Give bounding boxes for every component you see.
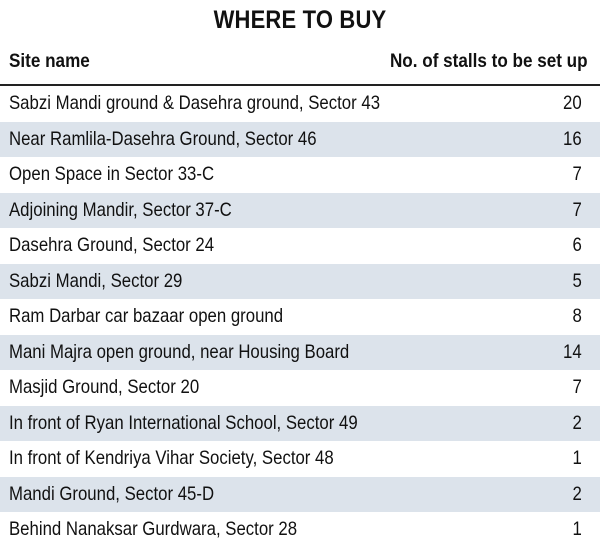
table-row: Near Ramlila-Dasehra Ground, Sector 46 1… [0,121,600,157]
table-row: In front of Ryan International School, S… [0,405,600,441]
table-row: Behind Nanaksar Gurdwara, Sector 28 1 [0,512,600,548]
table-row: Dasehra Ground, Sector 24 6 [0,228,600,264]
site-name-cell: Sabzi Mandi ground & Dasehra ground, Sec… [9,92,381,115]
stall-count-cell: 2 [572,482,582,505]
site-name-cell: Mandi Ground, Sector 45-D [9,482,215,505]
stall-count-cell: 20 [563,92,582,115]
table-row: Adjoining Mandir, Sector 37-C 7 [0,192,600,228]
stall-count-cell: 14 [563,340,582,363]
site-name-cell: Adjoining Mandir, Sector 37-C [9,198,232,221]
stall-count-cell: 2 [572,411,582,434]
stall-count-cell: 7 [572,198,582,221]
table-row: Sabzi Mandi, Sector 29 5 [0,263,600,299]
table-header-row: Site name No. of stalls to be set up [0,40,600,86]
table-row: Masjid Ground, Sector 20 7 [0,370,600,406]
stall-count-cell: 8 [572,305,582,328]
table-body: Sabzi Mandi ground & Dasehra ground, Sec… [0,86,600,548]
stall-count-cell: 7 [572,376,582,399]
site-name-cell: In front of Ryan International School, S… [9,411,358,434]
table-row: Mani Majra open ground, near Housing Boa… [0,334,600,370]
column-header-site-name: Site name [9,51,90,72]
site-name-cell: In front of Kendriya Vihar Society, Sect… [9,447,334,470]
site-name-cell: Open Space in Sector 33-C [9,163,215,186]
table-row: In front of Kendriya Vihar Society, Sect… [0,441,600,477]
table-row: Mandi Ground, Sector 45-D 2 [0,476,600,512]
site-name-cell: Near Ramlila-Dasehra Ground, Sector 46 [9,127,317,150]
stall-count-cell: 16 [563,127,582,150]
stall-count-cell: 1 [572,447,582,470]
table-row: Ram Darbar car bazaar open ground 8 [0,299,600,335]
site-name-cell: Behind Nanaksar Gurdwara, Sector 28 [9,518,298,541]
stall-count-cell: 6 [572,234,582,257]
table-row: Open Space in Sector 33-C 7 [0,157,600,193]
site-name-cell: Mani Majra open ground, near Housing Boa… [9,340,350,363]
stall-count-cell: 5 [572,269,582,292]
column-header-stalls: No. of stalls to be set up [390,51,588,72]
stall-count-cell: 7 [572,163,582,186]
site-name-cell: Sabzi Mandi, Sector 29 [9,269,183,292]
site-name-cell: Dasehra Ground, Sector 24 [9,234,215,257]
site-name-cell: Masjid Ground, Sector 20 [9,376,200,399]
site-name-cell: Ram Darbar car bazaar open ground [9,305,284,328]
table-title: WHERE TO BUY [213,6,387,34]
stall-count-cell: 1 [572,518,582,541]
table-row: Sabzi Mandi ground & Dasehra ground, Sec… [0,86,600,122]
